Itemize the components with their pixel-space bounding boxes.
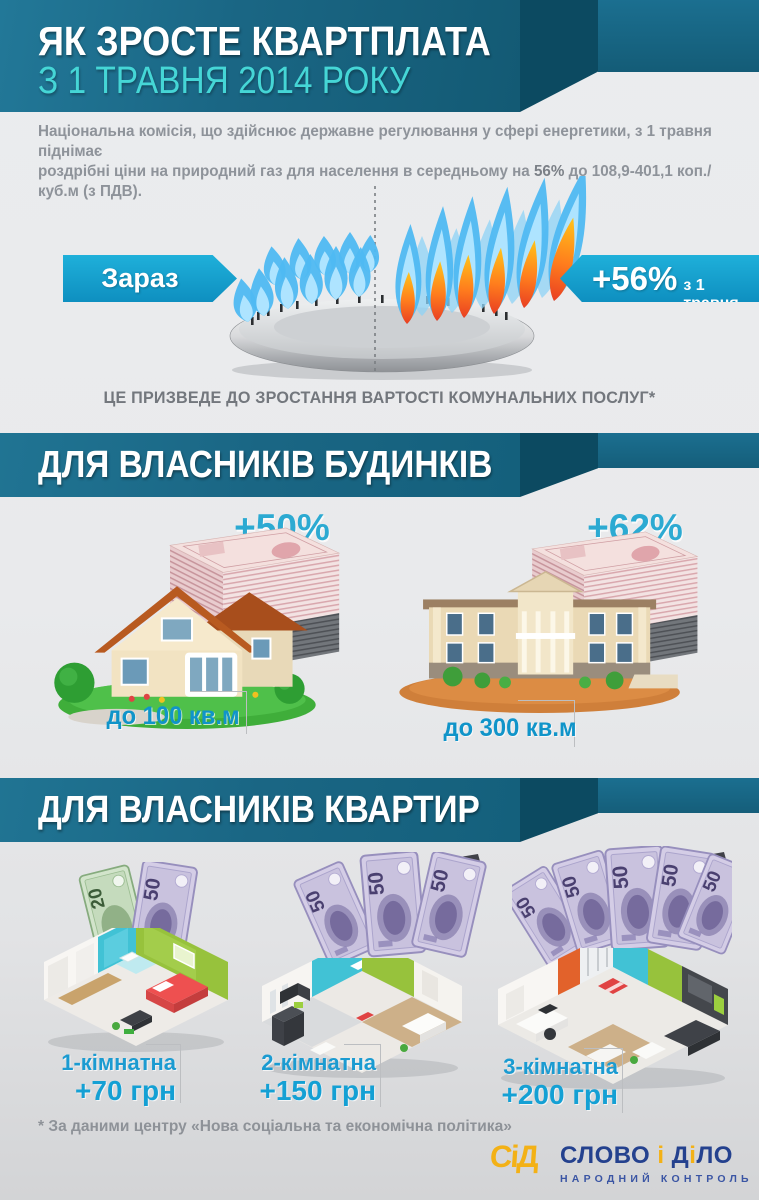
- rise-tag: +56% з 1 травня: [560, 255, 759, 302]
- slovo-i-dilo-logo: СЛОВО і ДіЛО НАРОДНИЙ КОНТРОЛЬ: [560, 1142, 753, 1185]
- logo-subtitle: НАРОДНИЙ КОНТРОЛЬ: [560, 1173, 753, 1185]
- house-small-leader-line: [190, 691, 247, 734]
- apartment-3-illustration: [498, 948, 728, 1089]
- houses-banner-right: [598, 433, 759, 468]
- rise-value: +56%: [592, 260, 678, 297]
- page-subtitle: З 1 ТРАВНЯ 2014 РОКУ: [38, 60, 411, 102]
- big-flames: [395, 176, 587, 324]
- page-title: ЯК ЗРОСТЕ КВАРТПЛАТА: [38, 18, 491, 64]
- burner-caption: ЦЕ ПРИЗВЕДЕ ДО ЗРОСТАННЯ ВАРТОСТІ КОМУНА…: [103, 388, 656, 407]
- small-flames: [233, 232, 380, 322]
- apartments-section-title: ДЛЯ ВЛАСНИКІВ КВАРТИР: [38, 789, 480, 831]
- house-big-illustration: [399, 570, 680, 714]
- banknotes-apartment-3: [512, 846, 732, 968]
- apartments-banner: ДЛЯ ВЛАСНИКІВ КВАРТИР: [0, 778, 520, 842]
- apartment-2-label: 2-кімнатна +150 грн: [240, 1050, 376, 1106]
- footnote: * За даними центру «Нова соціальна та ек…: [38, 1118, 512, 1135]
- now-tag: Зараз: [63, 255, 237, 302]
- apartment-2-type: 2-кімнатна: [261, 1050, 376, 1075]
- apartment-2-illustration: [262, 958, 462, 1078]
- banknotes-apartment-2: [292, 852, 488, 966]
- apartment-1-illustration: [44, 928, 228, 1052]
- apartment-3-rise: +200 грн: [501, 1079, 618, 1110]
- house-big-leader-line: [518, 700, 575, 747]
- house-big-area: до 300 кв.м: [443, 714, 577, 742]
- apartments-banner-right: [598, 778, 759, 813]
- intro-text: Національна комісія, що здійснює державн…: [38, 123, 712, 200]
- apartment-1-rise: +70 грн: [75, 1075, 176, 1106]
- slovo-i-dilo-logo-icon: СіД: [488, 1139, 539, 1174]
- houses-banner: ДЛЯ ВЛАСНИКІВ БУДИНКІВ: [0, 433, 520, 497]
- houses-section-title: ДЛЯ ВЛАСНИКІВ БУДИНКІВ: [38, 444, 493, 486]
- header-banner: [0, 0, 520, 112]
- gas-burner-illustration: [229, 176, 587, 380]
- apartment-3-label: 3-кімнатна +200 грн: [478, 1054, 618, 1110]
- apartment-2-rise: +150 грн: [259, 1075, 376, 1106]
- house-small-area: до 100 кв.м: [106, 702, 240, 730]
- apartment-3-leader-line: [584, 1048, 623, 1113]
- apartment-1-label: 1-кімнатна +70 грн: [40, 1050, 176, 1106]
- apartment-2-leader-line: [344, 1044, 381, 1107]
- rise-note: з 1 травня: [683, 277, 739, 312]
- logo-title: СЛОВО і ДіЛО: [560, 1142, 733, 1169]
- apartments-banner-fold: [520, 778, 598, 842]
- apartment-3-type: 3-кімнатна: [503, 1054, 618, 1079]
- houses-banner-fold: [520, 433, 598, 497]
- header-banner-right: [598, 0, 759, 72]
- apartment-1-type: 1-кімнатна: [61, 1050, 176, 1075]
- apartment-1-leader-line: [146, 1044, 181, 1103]
